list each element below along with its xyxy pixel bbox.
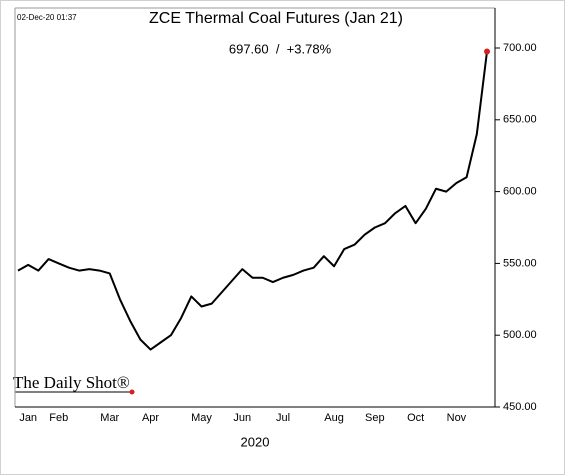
x-tick-label: Oct [407, 412, 424, 424]
y-tick-label: 500.00 [503, 329, 537, 341]
y-tick-label: 650.00 [503, 114, 537, 126]
y-tick-label: 700.00 [503, 42, 537, 54]
x-tick-label: Jul [276, 412, 290, 424]
y-tick-label: 450.00 [503, 401, 537, 413]
y-tick-label: 600.00 [503, 186, 537, 198]
y-tick-label: 550.00 [503, 257, 537, 269]
price-line [17, 51, 488, 351]
x-tick-label: Aug [324, 412, 344, 424]
x-axis-label: 2020 [241, 434, 270, 449]
watermark: The Daily Shot® [13, 373, 130, 392]
last-point [484, 48, 490, 55]
chart-title: ZCE Thermal Coal Futures (Jan 21) [149, 10, 403, 27]
x-tick-label: Apr [142, 412, 159, 424]
x-tick-label: Jun [233, 412, 251, 424]
x-tick-label: Jan [19, 412, 37, 424]
annotation: 697.60 / +3.78% [229, 41, 332, 56]
timestamp: 02-Dec-20 01:37 [17, 13, 77, 22]
x-tick-label: May [191, 412, 212, 424]
x-tick-label: Feb [49, 412, 68, 424]
x-tick-label: Mar [100, 412, 119, 424]
watermark-dot [129, 389, 135, 395]
x-tick-label: Sep [365, 412, 385, 424]
x-tick-label: Nov [447, 412, 467, 424]
